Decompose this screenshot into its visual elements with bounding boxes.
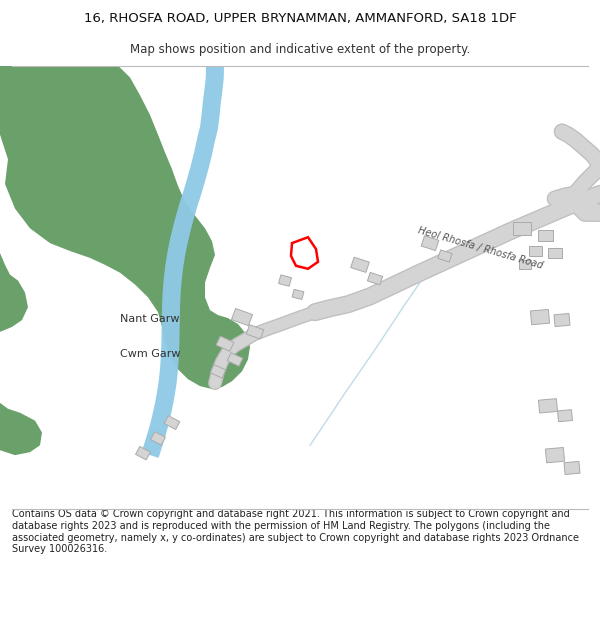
- Polygon shape: [246, 325, 264, 339]
- Polygon shape: [530, 309, 550, 325]
- Text: Cwm Garw: Cwm Garw: [120, 349, 181, 359]
- Polygon shape: [151, 432, 166, 445]
- Polygon shape: [554, 314, 570, 327]
- Text: Map shows position and indicative extent of the property.: Map shows position and indicative extent…: [130, 44, 470, 56]
- Polygon shape: [557, 410, 572, 422]
- Polygon shape: [545, 448, 565, 462]
- Polygon shape: [0, 174, 28, 332]
- Polygon shape: [513, 222, 531, 235]
- Polygon shape: [232, 309, 253, 326]
- Polygon shape: [292, 289, 304, 299]
- Text: Heol Rhosfa / Rhosfa Road: Heol Rhosfa / Rhosfa Road: [416, 226, 544, 271]
- Polygon shape: [227, 352, 243, 366]
- Polygon shape: [421, 236, 439, 251]
- Polygon shape: [538, 230, 553, 241]
- Polygon shape: [216, 336, 234, 351]
- Polygon shape: [538, 399, 557, 413]
- Text: 16, RHOSFA ROAD, UPPER BRYNAMMAN, AMMANFORD, SA18 1DF: 16, RHOSFA ROAD, UPPER BRYNAMMAN, AMMANF…: [83, 12, 517, 25]
- Polygon shape: [519, 261, 531, 269]
- Polygon shape: [438, 250, 452, 262]
- Polygon shape: [142, 66, 224, 458]
- Text: Nant Garw: Nant Garw: [120, 314, 179, 324]
- Text: Contains OS data © Crown copyright and database right 2021. This information is : Contains OS data © Crown copyright and d…: [12, 509, 579, 554]
- Polygon shape: [548, 248, 562, 258]
- Polygon shape: [0, 66, 250, 389]
- Polygon shape: [0, 391, 42, 455]
- Polygon shape: [278, 275, 292, 286]
- Polygon shape: [350, 258, 370, 272]
- Polygon shape: [564, 461, 580, 474]
- Polygon shape: [136, 446, 151, 460]
- Polygon shape: [529, 246, 542, 256]
- Polygon shape: [367, 272, 383, 285]
- Polygon shape: [164, 416, 180, 429]
- Polygon shape: [210, 364, 226, 378]
